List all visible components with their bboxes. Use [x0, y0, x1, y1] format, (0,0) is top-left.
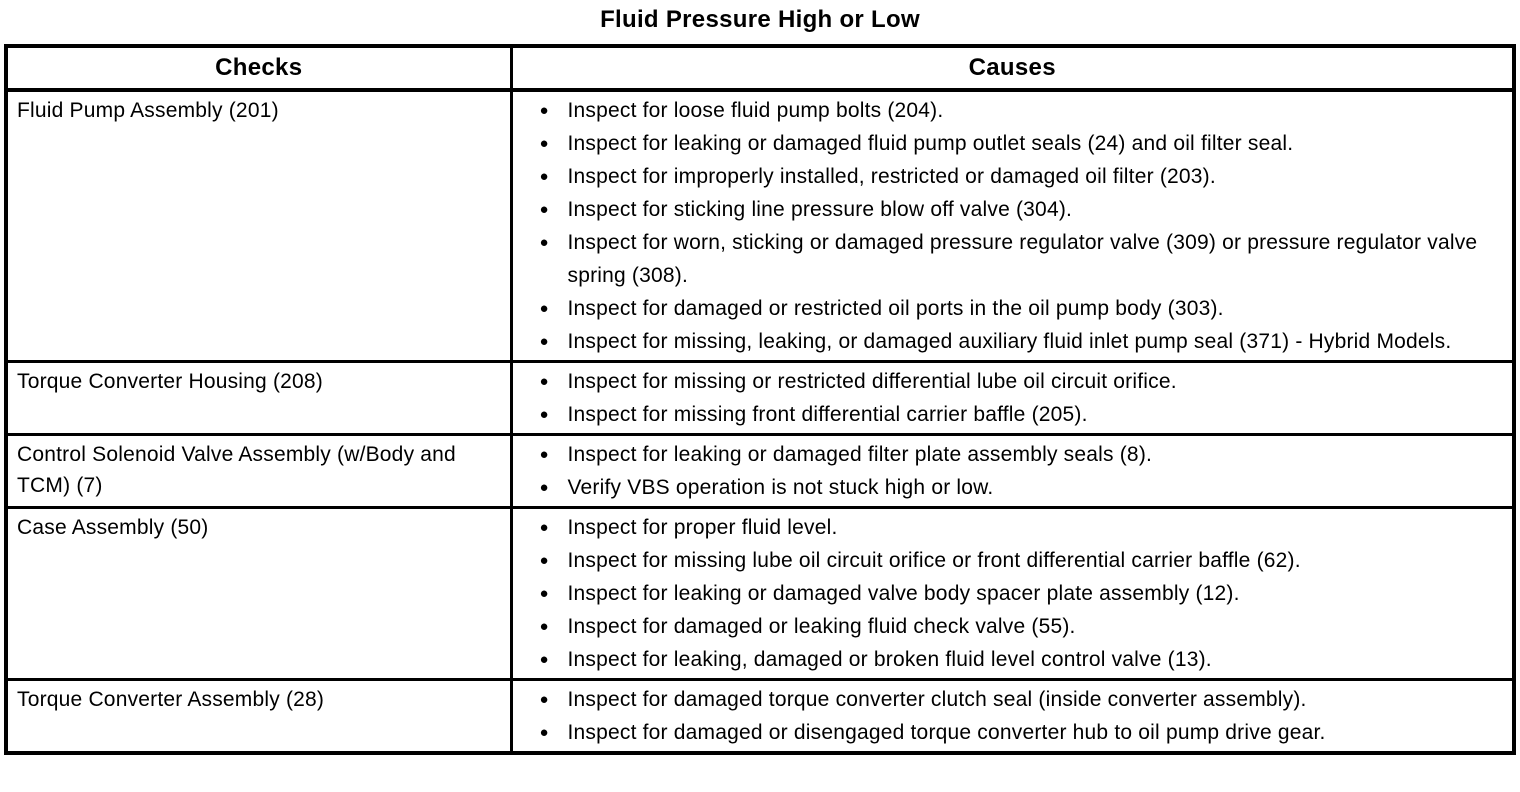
bullet-icon: ●	[539, 373, 549, 390]
causes-list: ● Inspect for missing or restricted diff…	[540, 365, 1503, 431]
cause-text: Inspect for damaged torque converter clu…	[567, 688, 1307, 711]
cause-text: Inspect for leaking or damaged valve bod…	[567, 582, 1240, 605]
causes-list: ● Inspect for proper fluid level. ● Insp…	[540, 511, 1503, 676]
cause-text: Inspect for damaged or restricted oil po…	[567, 297, 1224, 320]
causes-list: ● Inspect for leaking or damaged filter …	[540, 438, 1503, 504]
table-header: Checks Causes	[4, 44, 1516, 92]
bullet-icon: ●	[539, 406, 549, 423]
check-cell: Case Assembly (50)	[4, 506, 513, 681]
column-header-checks: Checks	[4, 44, 513, 92]
bullet-icon: ●	[539, 618, 549, 635]
bullet-icon: ●	[539, 691, 549, 708]
cause-item: ● Inspect for damaged or restricted oil …	[540, 292, 1503, 325]
check-cell: Torque Converter Housing (208)	[4, 360, 513, 436]
bullet-icon: ●	[539, 168, 549, 185]
column-header-causes: Causes	[509, 44, 1516, 92]
cause-text: Verify VBS operation is not stuck high o…	[567, 476, 994, 499]
causes-cell: ● Inspect for proper fluid level. ● Insp…	[509, 506, 1516, 681]
causes-cell: ● Inspect for missing or restricted diff…	[509, 360, 1516, 436]
bullet-icon: ●	[539, 102, 549, 119]
causes-cell: ● Inspect for damaged torque converter c…	[509, 678, 1516, 755]
cause-text: Inspect for leaking or damaged fluid pum…	[567, 132, 1294, 155]
cause-text: Inspect for proper fluid level.	[567, 516, 838, 539]
table-row: Torque Converter Assembly (28) ● Inspect…	[4, 678, 1516, 755]
table-body: Fluid Pump Assembly (201) ● Inspect for …	[4, 88, 1516, 755]
cause-item: ● Verify VBS operation is not stuck high…	[540, 471, 1503, 504]
cause-text: Inspect for missing lube oil circuit ori…	[567, 549, 1301, 572]
cause-item: ● Inspect for missing front differential…	[540, 398, 1503, 431]
check-cell: Control Solenoid Valve Assembly (w/Body …	[4, 433, 513, 509]
check-cell: Torque Converter Assembly (28)	[4, 678, 513, 755]
cause-text: Inspect for leaking, damaged or broken f…	[567, 648, 1212, 671]
cause-item: ● Inspect for proper fluid level.	[540, 511, 1503, 544]
cause-item: ● Inspect for leaking or damaged valve b…	[540, 577, 1503, 610]
cause-item: ● Inspect for loose fluid pump bolts (20…	[540, 94, 1503, 127]
table-row: Torque Converter Housing (208) ● Inspect…	[4, 360, 1516, 436]
cause-item: ● Inspect for leaking or damaged filter …	[540, 438, 1503, 471]
cause-text: Inspect for leaking or damaged filter pl…	[567, 443, 1153, 466]
cause-item: ● Inspect for sticking line pressure blo…	[540, 193, 1503, 226]
cause-item: ● Inspect for improperly installed, rest…	[540, 160, 1503, 193]
table-row: Case Assembly (50) ● Inspect for proper …	[4, 506, 1516, 681]
diagnostic-table: Checks Causes Fluid Pump Assembly (201) …	[4, 44, 1516, 755]
causes-list: ● Inspect for loose fluid pump bolts (20…	[540, 94, 1503, 358]
bullet-icon: ●	[539, 135, 549, 152]
cause-item: ● Inspect for missing or restricted diff…	[540, 365, 1503, 398]
bullet-icon: ●	[539, 201, 549, 218]
cause-text: Inspect for damaged or disengaged torque…	[567, 721, 1326, 744]
cause-text: Inspect for loose fluid pump bolts (204)…	[567, 99, 944, 122]
cause-item: ● Inspect for leaking or damaged fluid p…	[540, 127, 1503, 160]
cause-text: Inspect for missing front differential c…	[567, 403, 1088, 426]
cause-text: Inspect for sticking line pressure blow …	[567, 198, 1073, 221]
bullet-icon: ●	[539, 446, 549, 463]
bullet-icon: ●	[539, 552, 549, 569]
bullet-icon: ●	[539, 519, 549, 536]
cause-item: ● Inspect for missing lube oil circuit o…	[540, 544, 1503, 577]
bullet-icon: ●	[539, 300, 549, 317]
table-row: Fluid Pump Assembly (201) ● Inspect for …	[4, 88, 1516, 363]
cause-item: ● Inspect for damaged or disengaged torq…	[540, 716, 1503, 749]
cause-item: ● Inspect for damaged or leaking fluid c…	[540, 610, 1503, 643]
bullet-icon: ●	[539, 651, 549, 668]
causes-cell: ● Inspect for loose fluid pump bolts (20…	[509, 88, 1516, 363]
cause-text: Inspect for improperly installed, restri…	[567, 165, 1216, 188]
cause-text: Inspect for damaged or leaking fluid che…	[567, 615, 1076, 638]
bullet-icon: ●	[539, 479, 549, 496]
cause-item: ● Inspect for missing, leaking, or damag…	[540, 325, 1503, 358]
bullet-icon: ●	[539, 585, 549, 602]
bullet-icon: ●	[539, 333, 549, 350]
causes-list: ● Inspect for damaged torque converter c…	[540, 683, 1503, 749]
cause-text: Inspect for missing or restricted differ…	[567, 370, 1177, 393]
cause-text: Inspect for worn, sticking or damaged pr…	[567, 231, 1478, 287]
cause-item: ● Inspect for worn, sticking or damaged …	[540, 226, 1503, 292]
causes-cell: ● Inspect for leaking or damaged filter …	[509, 433, 1516, 509]
cause-text: Inspect for missing, leaking, or damaged…	[567, 330, 1452, 353]
page-title: Fluid Pressure High or Low	[600, 6, 920, 33]
header-row: Checks Causes	[4, 44, 1516, 92]
cause-item: ● Inspect for damaged torque converter c…	[540, 683, 1503, 716]
check-cell: Fluid Pump Assembly (201)	[4, 88, 513, 363]
bullet-icon: ●	[539, 724, 549, 741]
bullet-icon: ●	[539, 234, 549, 251]
cause-item: ● Inspect for leaking, damaged or broken…	[540, 643, 1503, 676]
table-row: Control Solenoid Valve Assembly (w/Body …	[4, 433, 1516, 509]
